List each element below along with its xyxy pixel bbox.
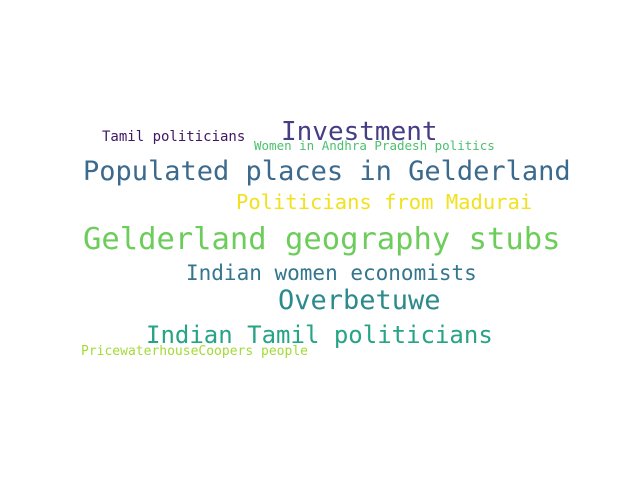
word-pricewaterhousecoopers-people: PricewaterhouseCoopers people bbox=[81, 344, 308, 359]
word-gelderland-geography-stubs: Gelderland geography stubs bbox=[83, 222, 561, 257]
word-investment: Investment bbox=[281, 117, 438, 147]
word-populated-places-in-gelderland: Populated places in Gelderland bbox=[83, 156, 571, 187]
word-indian-women-economists: Indian women economists bbox=[186, 261, 477, 285]
word-overbetuwe: Overbetuwe bbox=[278, 285, 441, 316]
word-women-in-andhra-pradesh-politics: Women in Andhra Pradesh politics bbox=[254, 138, 495, 153]
word-indian-tamil-politicians: Indian Tamil politicians bbox=[146, 321, 493, 349]
word-politicians-from-madurai: Politicians from Madurai bbox=[236, 190, 533, 214]
word-tamil-politicians: Tamil politicians bbox=[102, 129, 246, 145]
